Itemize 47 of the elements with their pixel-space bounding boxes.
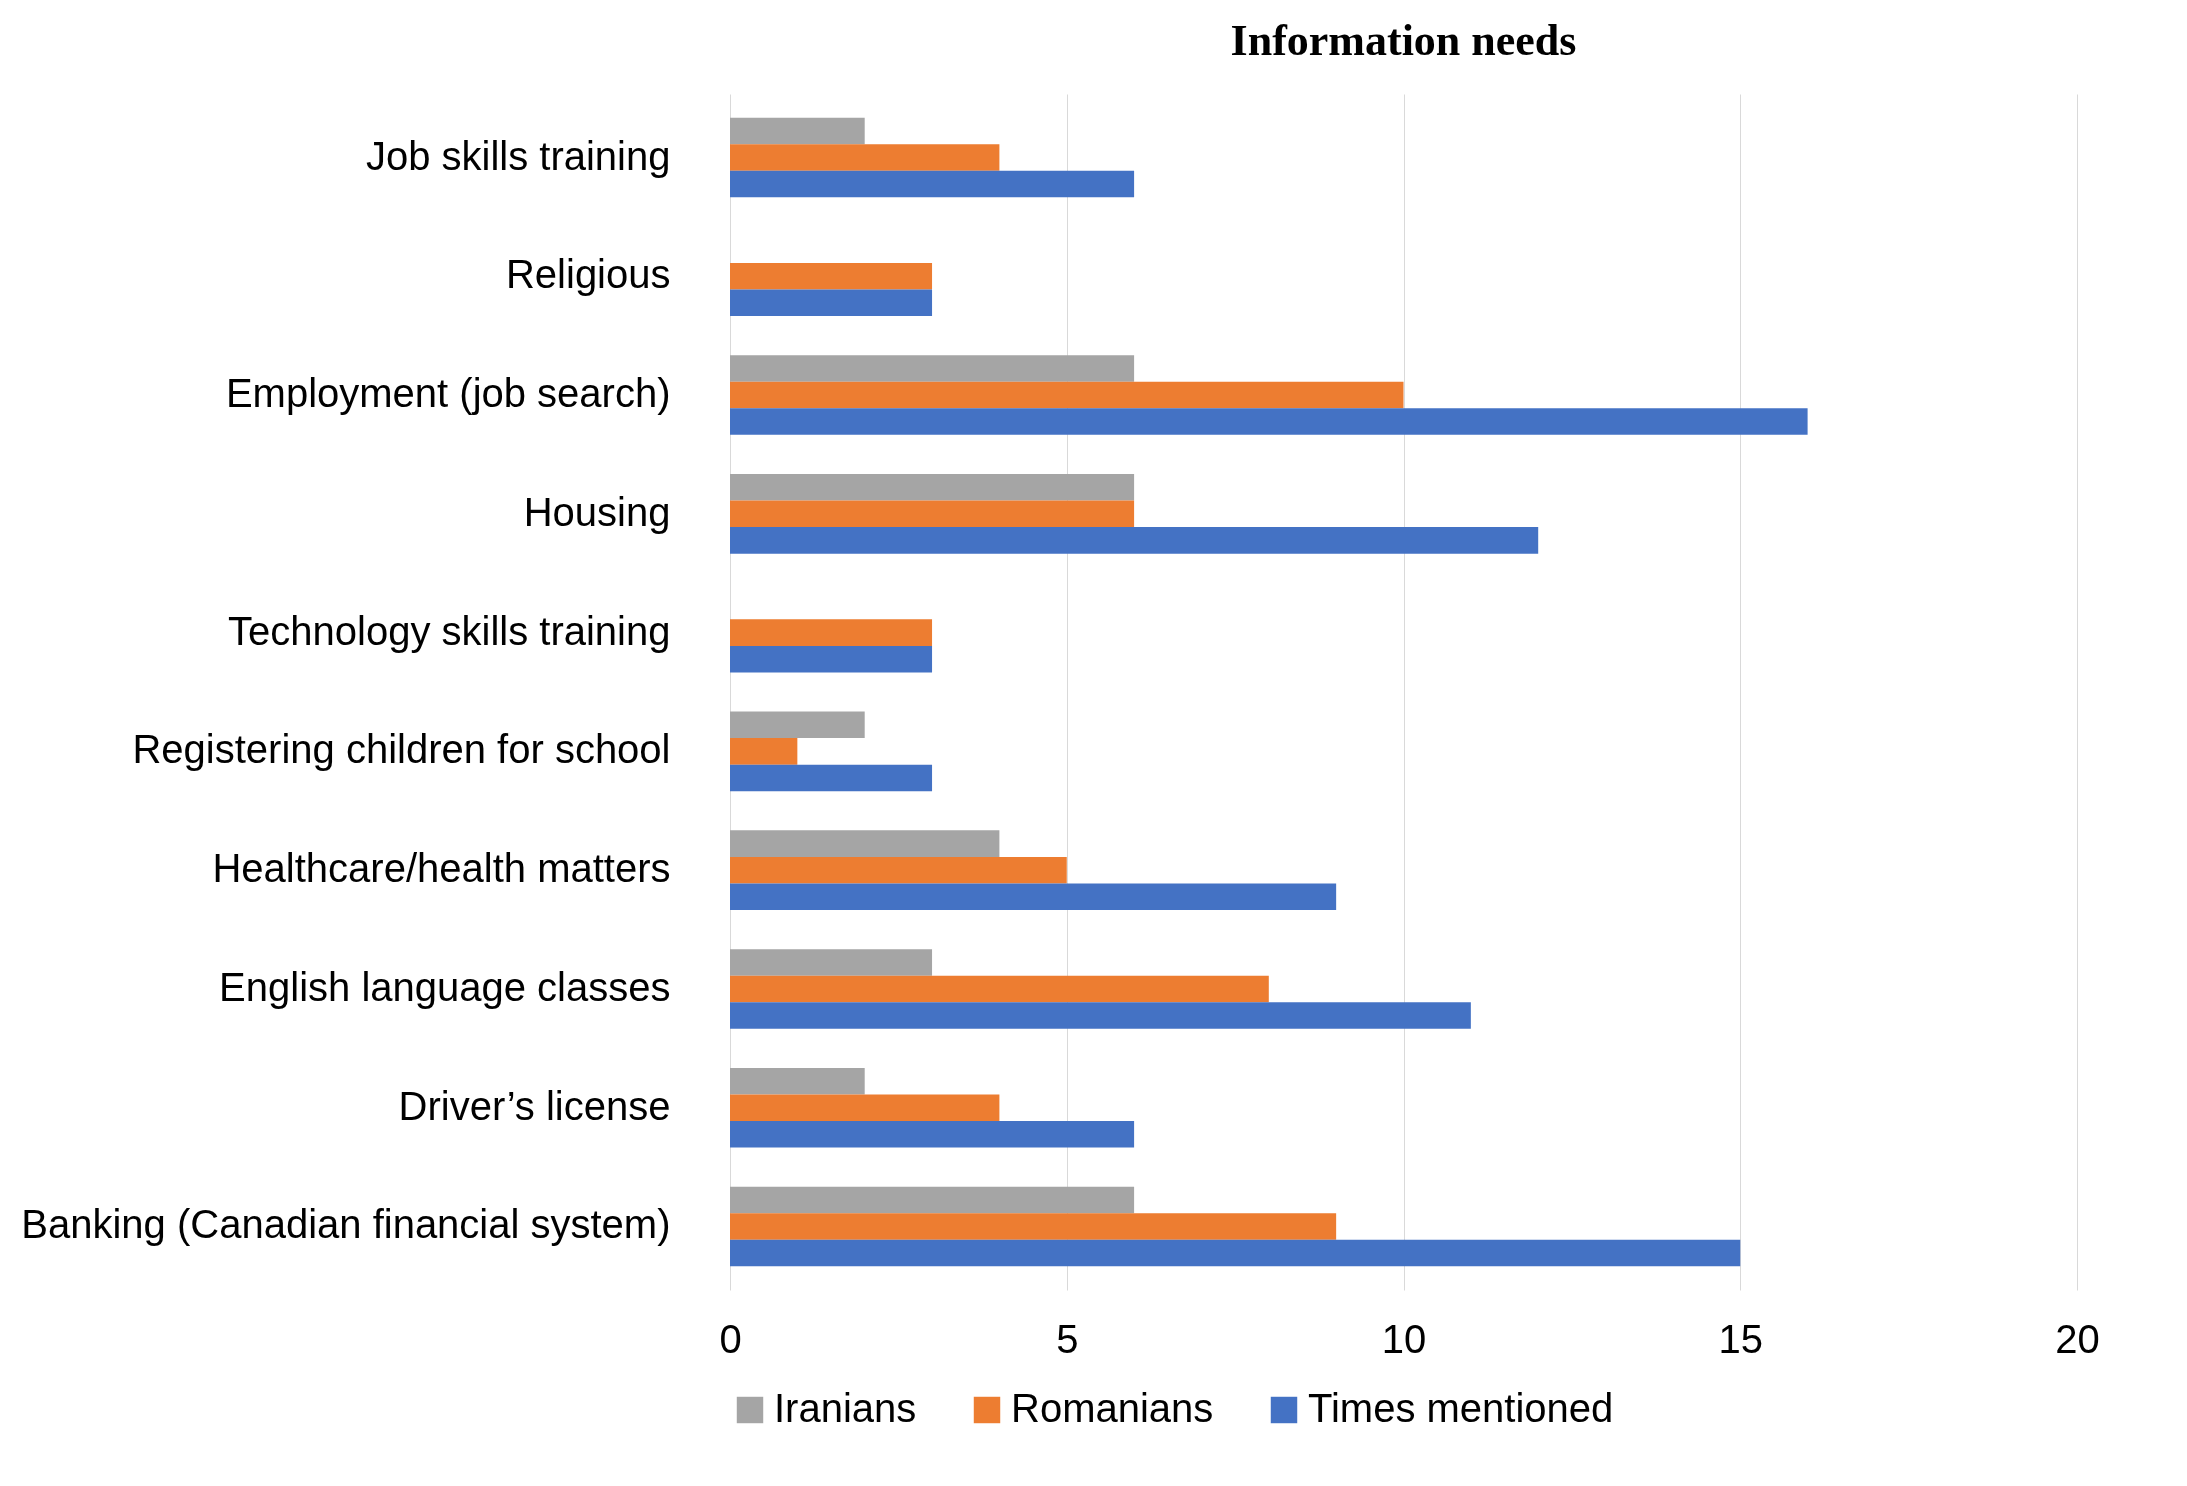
bar: [730, 1002, 1471, 1029]
bar: [730, 949, 933, 976]
bar: [730, 1067, 865, 1095]
bar: [730, 527, 1539, 554]
bar: [730, 1120, 1135, 1148]
bar: [730, 738, 798, 765]
x-tick-label: 0: [719, 1316, 742, 1361]
bar: [730, 619, 933, 646]
bar: [730, 645, 933, 673]
bar: [730, 289, 933, 317]
bar: [730, 1239, 1741, 1267]
legend-label: Romanians: [1011, 1386, 1214, 1430]
bar: [730, 883, 1337, 910]
bar: [730, 856, 1067, 884]
bar: [730, 381, 1404, 409]
bar: [730, 500, 1135, 528]
x-tick-label: 10: [1381, 1316, 1427, 1361]
y-tick-label: Employment (job search): [225, 371, 671, 416]
x-tick-label: 5: [1056, 1316, 1079, 1361]
y-tick-label: Job skills training: [365, 133, 671, 178]
legend-label: Iranians: [774, 1386, 917, 1430]
bar: [730, 1186, 1135, 1214]
y-tick-label: Housing: [523, 489, 671, 534]
legend-label: Times mentioned: [1308, 1386, 1614, 1430]
y-tick-label: Technology skills training: [228, 608, 671, 653]
bar: [730, 1213, 1337, 1240]
bar: [730, 117, 865, 145]
y-tick-label: Registering children for school: [132, 727, 671, 772]
y-tick-label: Driver’s license: [398, 1083, 671, 1128]
bar: [730, 408, 1808, 435]
x-tick-label: 20: [2055, 1316, 2100, 1361]
y-tick-label: English language classes: [219, 964, 671, 1009]
y-tick-label: Banking (Canadian financial system): [21, 1202, 671, 1247]
bar: [730, 830, 1000, 857]
bar: [730, 711, 865, 739]
bar: [730, 975, 1269, 1003]
x-tick-label: 15: [1718, 1316, 1763, 1361]
bar: [730, 170, 1135, 198]
bar: [730, 764, 933, 792]
y-tick-label: Healthcare/health matters: [212, 846, 671, 891]
bar: [730, 263, 933, 290]
y-tick-label: Religious: [505, 252, 671, 297]
bar: [730, 474, 1135, 501]
chart-title: Information needs: [1230, 16, 1577, 65]
bar: [730, 355, 1135, 382]
bar: [730, 144, 1000, 171]
bar: [730, 1094, 1000, 1121]
